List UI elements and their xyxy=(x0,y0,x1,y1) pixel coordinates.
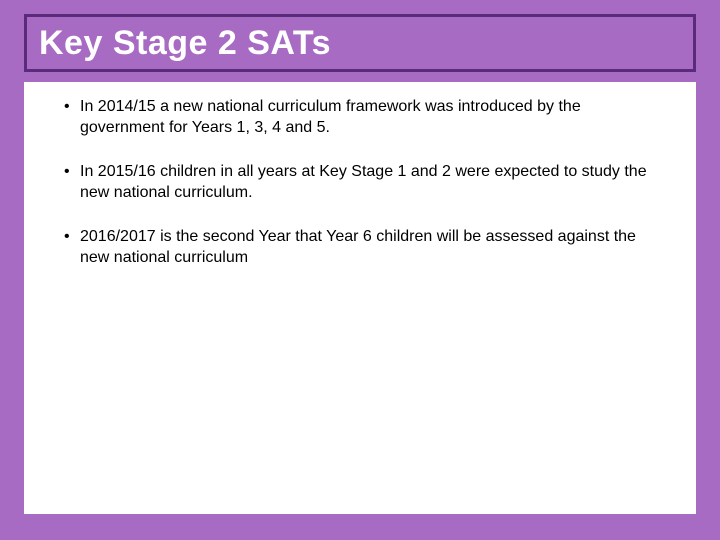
bullet-item: 2016/2017 is the second Year that Year 6… xyxy=(76,226,660,269)
slide-container: Key Stage 2 SATs In 2014/15 a new nation… xyxy=(0,0,720,540)
content-panel: In 2014/15 a new national curriculum fra… xyxy=(24,82,696,514)
bullet-item: In 2014/15 a new national curriculum fra… xyxy=(76,96,660,139)
slide-title: Key Stage 2 SATs xyxy=(39,24,331,63)
bullet-item: In 2015/16 children in all years at Key … xyxy=(76,161,660,204)
title-box: Key Stage 2 SATs xyxy=(24,14,696,72)
bullet-list: In 2014/15 a new national curriculum fra… xyxy=(24,82,696,269)
